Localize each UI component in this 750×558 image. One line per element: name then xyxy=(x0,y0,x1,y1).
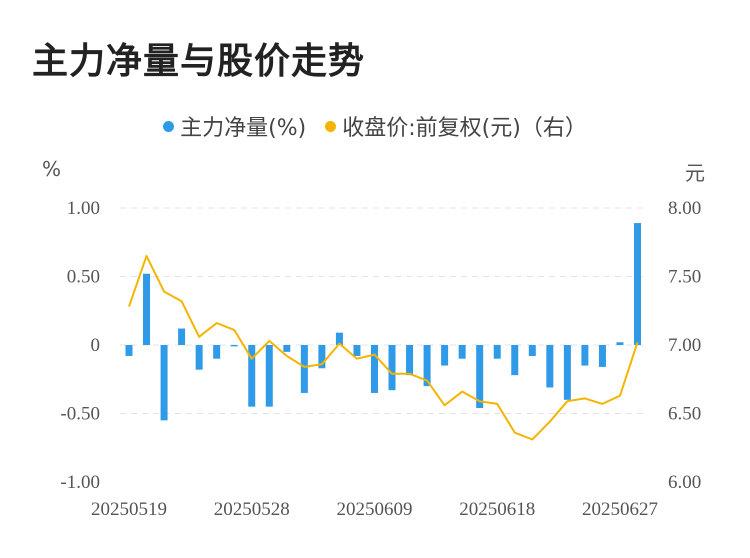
bar xyxy=(318,345,326,369)
bar xyxy=(370,345,378,393)
legend-dot-close-price xyxy=(325,120,337,132)
right-axis-tick-label: 6.50 xyxy=(668,404,701,425)
bar xyxy=(335,332,343,345)
x-axis-tick-label: 20250609 xyxy=(336,499,412,520)
bar xyxy=(195,345,203,370)
bar xyxy=(598,345,606,367)
x-axis-tick-label: 20250618 xyxy=(459,499,535,520)
bar xyxy=(248,345,256,407)
bar xyxy=(476,345,484,409)
bar xyxy=(265,345,273,407)
chart-title: 主力净量与股价走势 xyxy=(32,41,366,82)
left-axis-tick-label: 0 xyxy=(91,335,101,356)
bar xyxy=(634,223,641,345)
bar xyxy=(441,345,449,366)
left-axis-tick-label: -0.50 xyxy=(60,404,100,425)
bar xyxy=(143,273,151,345)
bar xyxy=(563,345,571,400)
right-axis-tick-label: 7.00 xyxy=(668,335,701,356)
x-axis-tick-label: 20250627 xyxy=(582,499,658,520)
x-axis-tick-label: 20250519 xyxy=(91,499,167,520)
bar xyxy=(493,345,501,359)
close-price-line xyxy=(128,254,639,441)
x-axis-tick-label: 20250528 xyxy=(214,499,290,520)
bar xyxy=(230,345,238,347)
legend-item-close-price[interactable]: 收盘价:前复权(元)（右） xyxy=(325,110,587,142)
bar xyxy=(178,328,186,345)
bar xyxy=(213,345,221,359)
legend: 主力净量(%) 收盘价:前复权(元)（右） xyxy=(0,110,750,142)
bar xyxy=(283,345,291,352)
bar xyxy=(388,345,396,391)
bar xyxy=(423,345,431,387)
bar xyxy=(458,345,466,359)
legend-label-close-price: 收盘价:前复权(元)（右） xyxy=(342,116,587,141)
bar xyxy=(616,342,624,345)
left-axis-tick-label: 1.00 xyxy=(67,198,100,219)
left-axis-tick-label: 0.50 xyxy=(67,267,100,288)
bar xyxy=(406,345,414,376)
left-axis-unit: % xyxy=(42,157,62,181)
right-axis-tick-label: 8.00 xyxy=(668,198,701,219)
right-axis-unit: 元 xyxy=(685,161,705,185)
right-axis-tick-label: 7.50 xyxy=(668,267,701,288)
left-axis-tick-label: -1.00 xyxy=(60,472,100,493)
bar xyxy=(546,345,554,388)
legend-label-net-volume: 主力净量(%) xyxy=(180,116,307,141)
bar xyxy=(160,345,168,421)
bar xyxy=(300,345,308,393)
legend-item-net-volume[interactable]: 主力净量(%) xyxy=(163,110,306,142)
bar xyxy=(511,345,519,376)
bar xyxy=(528,345,536,356)
bar xyxy=(581,345,589,366)
bar xyxy=(353,345,361,356)
right-axis-tick-label: 6.00 xyxy=(668,472,701,493)
bar xyxy=(125,345,133,356)
legend-dot-net-volume xyxy=(163,120,175,132)
